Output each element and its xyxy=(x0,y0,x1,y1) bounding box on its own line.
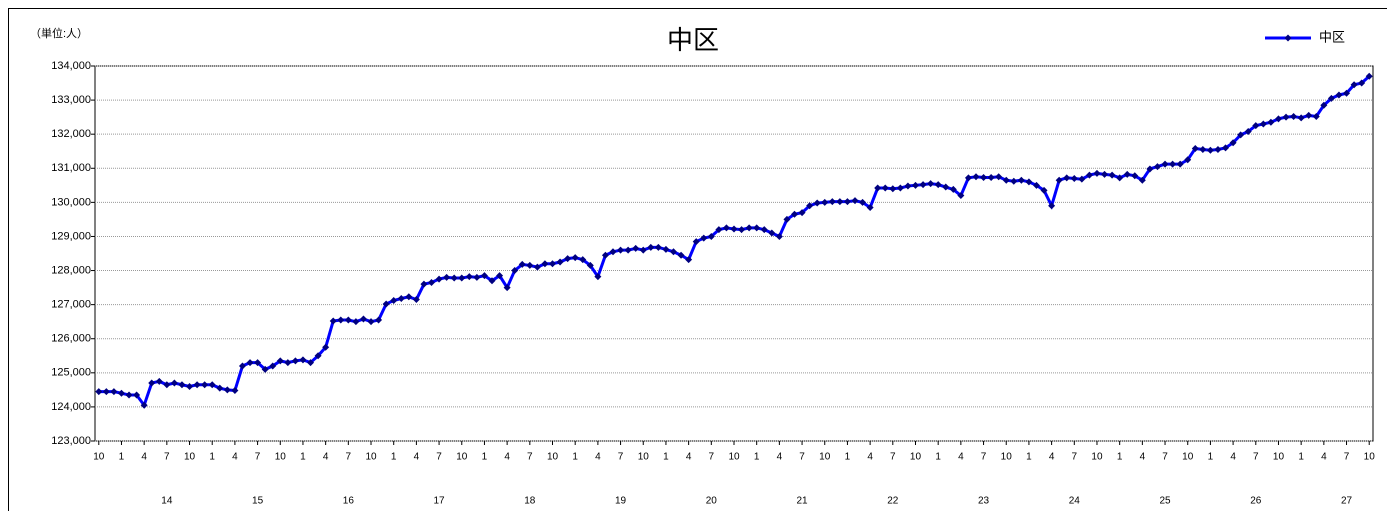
x-tick-label: 4 xyxy=(414,452,420,463)
x-tick-label: 4 xyxy=(1140,452,1146,463)
x-tick-label: 10 xyxy=(1091,452,1103,463)
x-tick-label: 1 xyxy=(572,452,578,463)
x-tick-label: 7 xyxy=(255,452,261,463)
y-tick-label: 132,000 xyxy=(51,128,91,140)
legend-label: 中区 xyxy=(1319,29,1345,44)
x-tick-label: 7 xyxy=(1253,452,1259,463)
x-tick-label: 4 xyxy=(1321,452,1327,463)
x-tick-label: 7 xyxy=(618,452,624,463)
x-tick-label: 4 xyxy=(323,452,329,463)
x-tick-label: 10 xyxy=(456,452,468,463)
year-label: 20 xyxy=(706,496,718,507)
x-tick-label: 10 xyxy=(1001,452,1013,463)
x-tick-label: 4 xyxy=(867,452,873,463)
x-tick-label: 4 xyxy=(504,452,510,463)
x-tick-label: 10 xyxy=(819,452,831,463)
year-label: 22 xyxy=(887,496,899,507)
y-tick-label: 130,000 xyxy=(51,196,91,208)
x-tick-label: 10 xyxy=(728,452,740,463)
x-tick-label: 7 xyxy=(981,452,987,463)
x-tick-label: 4 xyxy=(595,452,601,463)
year-label: 18 xyxy=(524,496,536,507)
x-tick-label: 1 xyxy=(754,452,760,463)
x-tick-label: 4 xyxy=(232,452,238,463)
year-label: 24 xyxy=(1069,496,1081,507)
x-tick-label: 4 xyxy=(958,452,964,463)
year-label: 17 xyxy=(434,496,446,507)
chart-title: 中区 xyxy=(667,25,719,55)
x-tick-label: 7 xyxy=(436,452,442,463)
year-label: 19 xyxy=(615,496,627,507)
x-tick-label: 1 xyxy=(391,452,397,463)
x-tick-label: 7 xyxy=(1162,452,1168,463)
x-tick-label: 1 xyxy=(1298,452,1304,463)
y-tick-label: 128,000 xyxy=(51,264,91,276)
x-tick-label: 1 xyxy=(1117,452,1123,463)
x-tick-label: 10 xyxy=(547,452,559,463)
year-label: 23 xyxy=(978,496,990,507)
x-tick-label: 7 xyxy=(890,452,896,463)
y-tick-label: 129,000 xyxy=(51,230,91,242)
x-tick-label: 1 xyxy=(482,452,488,463)
y-tick-label: 126,000 xyxy=(51,333,91,345)
y-tick-label: 127,000 xyxy=(51,299,91,311)
year-label: 26 xyxy=(1250,496,1262,507)
x-tick-label: 10 xyxy=(1273,452,1285,463)
x-tick-label: 10 xyxy=(93,452,105,463)
x-tick-label: 7 xyxy=(709,452,715,463)
x-tick-label: 1 xyxy=(1026,452,1032,463)
y-tick-label: 123,000 xyxy=(51,435,91,447)
y-tick-label: 131,000 xyxy=(51,162,91,174)
x-tick-label: 1 xyxy=(209,452,215,463)
x-tick-label: 10 xyxy=(184,452,196,463)
year-label: 16 xyxy=(343,496,355,507)
x-tick-label: 1 xyxy=(845,452,851,463)
y-tick-label: 134,000 xyxy=(51,60,91,72)
y-tick-label: 124,000 xyxy=(51,401,91,413)
year-label: 25 xyxy=(1159,496,1171,507)
x-tick-label: 7 xyxy=(527,452,533,463)
x-tick-label: 1 xyxy=(1208,452,1214,463)
x-tick-label: 7 xyxy=(799,452,805,463)
x-tick-label: 4 xyxy=(1049,452,1055,463)
x-tick-label: 10 xyxy=(1182,452,1194,463)
plot-area xyxy=(95,66,1373,441)
x-tick-label: 1 xyxy=(935,452,941,463)
x-tick-label: 10 xyxy=(1364,452,1376,463)
x-tick-label: 4 xyxy=(686,452,692,463)
x-tick-label: 7 xyxy=(164,452,170,463)
y-tick-label: 125,000 xyxy=(51,367,91,379)
x-tick-label: 10 xyxy=(275,452,287,463)
x-tick-label: 10 xyxy=(365,452,377,463)
x-tick-label: 7 xyxy=(346,452,352,463)
year-label: 15 xyxy=(252,496,264,507)
year-label: 27 xyxy=(1341,496,1353,507)
x-tick-label: 4 xyxy=(1230,452,1236,463)
y-tick-label: 133,000 xyxy=(51,94,91,106)
x-tick-label: 10 xyxy=(638,452,650,463)
x-tick-label: 1 xyxy=(663,452,669,463)
x-tick-label: 7 xyxy=(1072,452,1078,463)
x-tick-label: 4 xyxy=(141,452,147,463)
unit-label: （単位:人） xyxy=(30,26,88,40)
x-tick-label: 4 xyxy=(777,452,783,463)
x-tick-label: 7 xyxy=(1344,452,1350,463)
x-tick-label: 10 xyxy=(910,452,922,463)
year-label: 14 xyxy=(161,496,173,507)
x-tick-label: 1 xyxy=(300,452,306,463)
x-tick-label: 1 xyxy=(119,452,125,463)
year-label: 21 xyxy=(796,496,808,507)
